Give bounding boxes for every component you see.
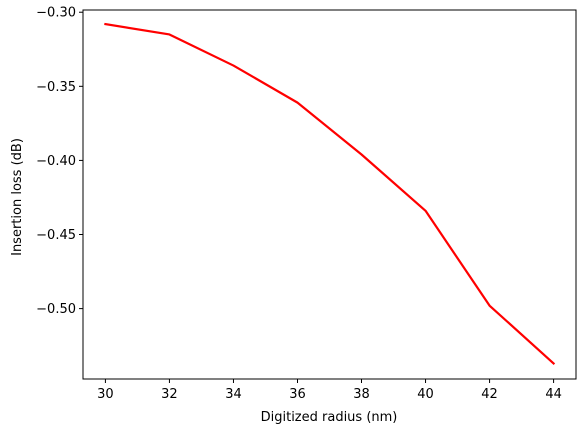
- y-axis-label: Insertion loss (dB): [10, 138, 25, 256]
- x-tick-label: 30: [97, 387, 114, 402]
- series-layer: [104, 22, 556, 365]
- plot-frame: [82, 9, 577, 380]
- axes: 30 32 34 36 38 40 42 44 −0.30 −0.35 −0.40 −0.45 −0.5…: [36, 6, 577, 402]
- y-tick-label: −0.40: [36, 154, 76, 169]
- x-axis-label: Digitized radius (nm): [261, 410, 398, 425]
- x-tick-label: 40: [417, 387, 434, 402]
- series-line-0: [104, 22, 556, 365]
- x-tick-label: 36: [289, 387, 306, 402]
- y-tick-label: −0.50: [36, 302, 76, 317]
- x-tick-label: 34: [225, 387, 242, 402]
- x-tick-label: 32: [161, 387, 178, 402]
- x-tick-label: 38: [353, 387, 370, 402]
- y-tick-label: −0.45: [36, 228, 76, 243]
- x-tick-label: 42: [481, 387, 498, 402]
- x-tick-label: 44: [545, 387, 562, 402]
- y-tick-label: −0.30: [36, 6, 76, 21]
- y-tick-label: −0.35: [36, 80, 76, 95]
